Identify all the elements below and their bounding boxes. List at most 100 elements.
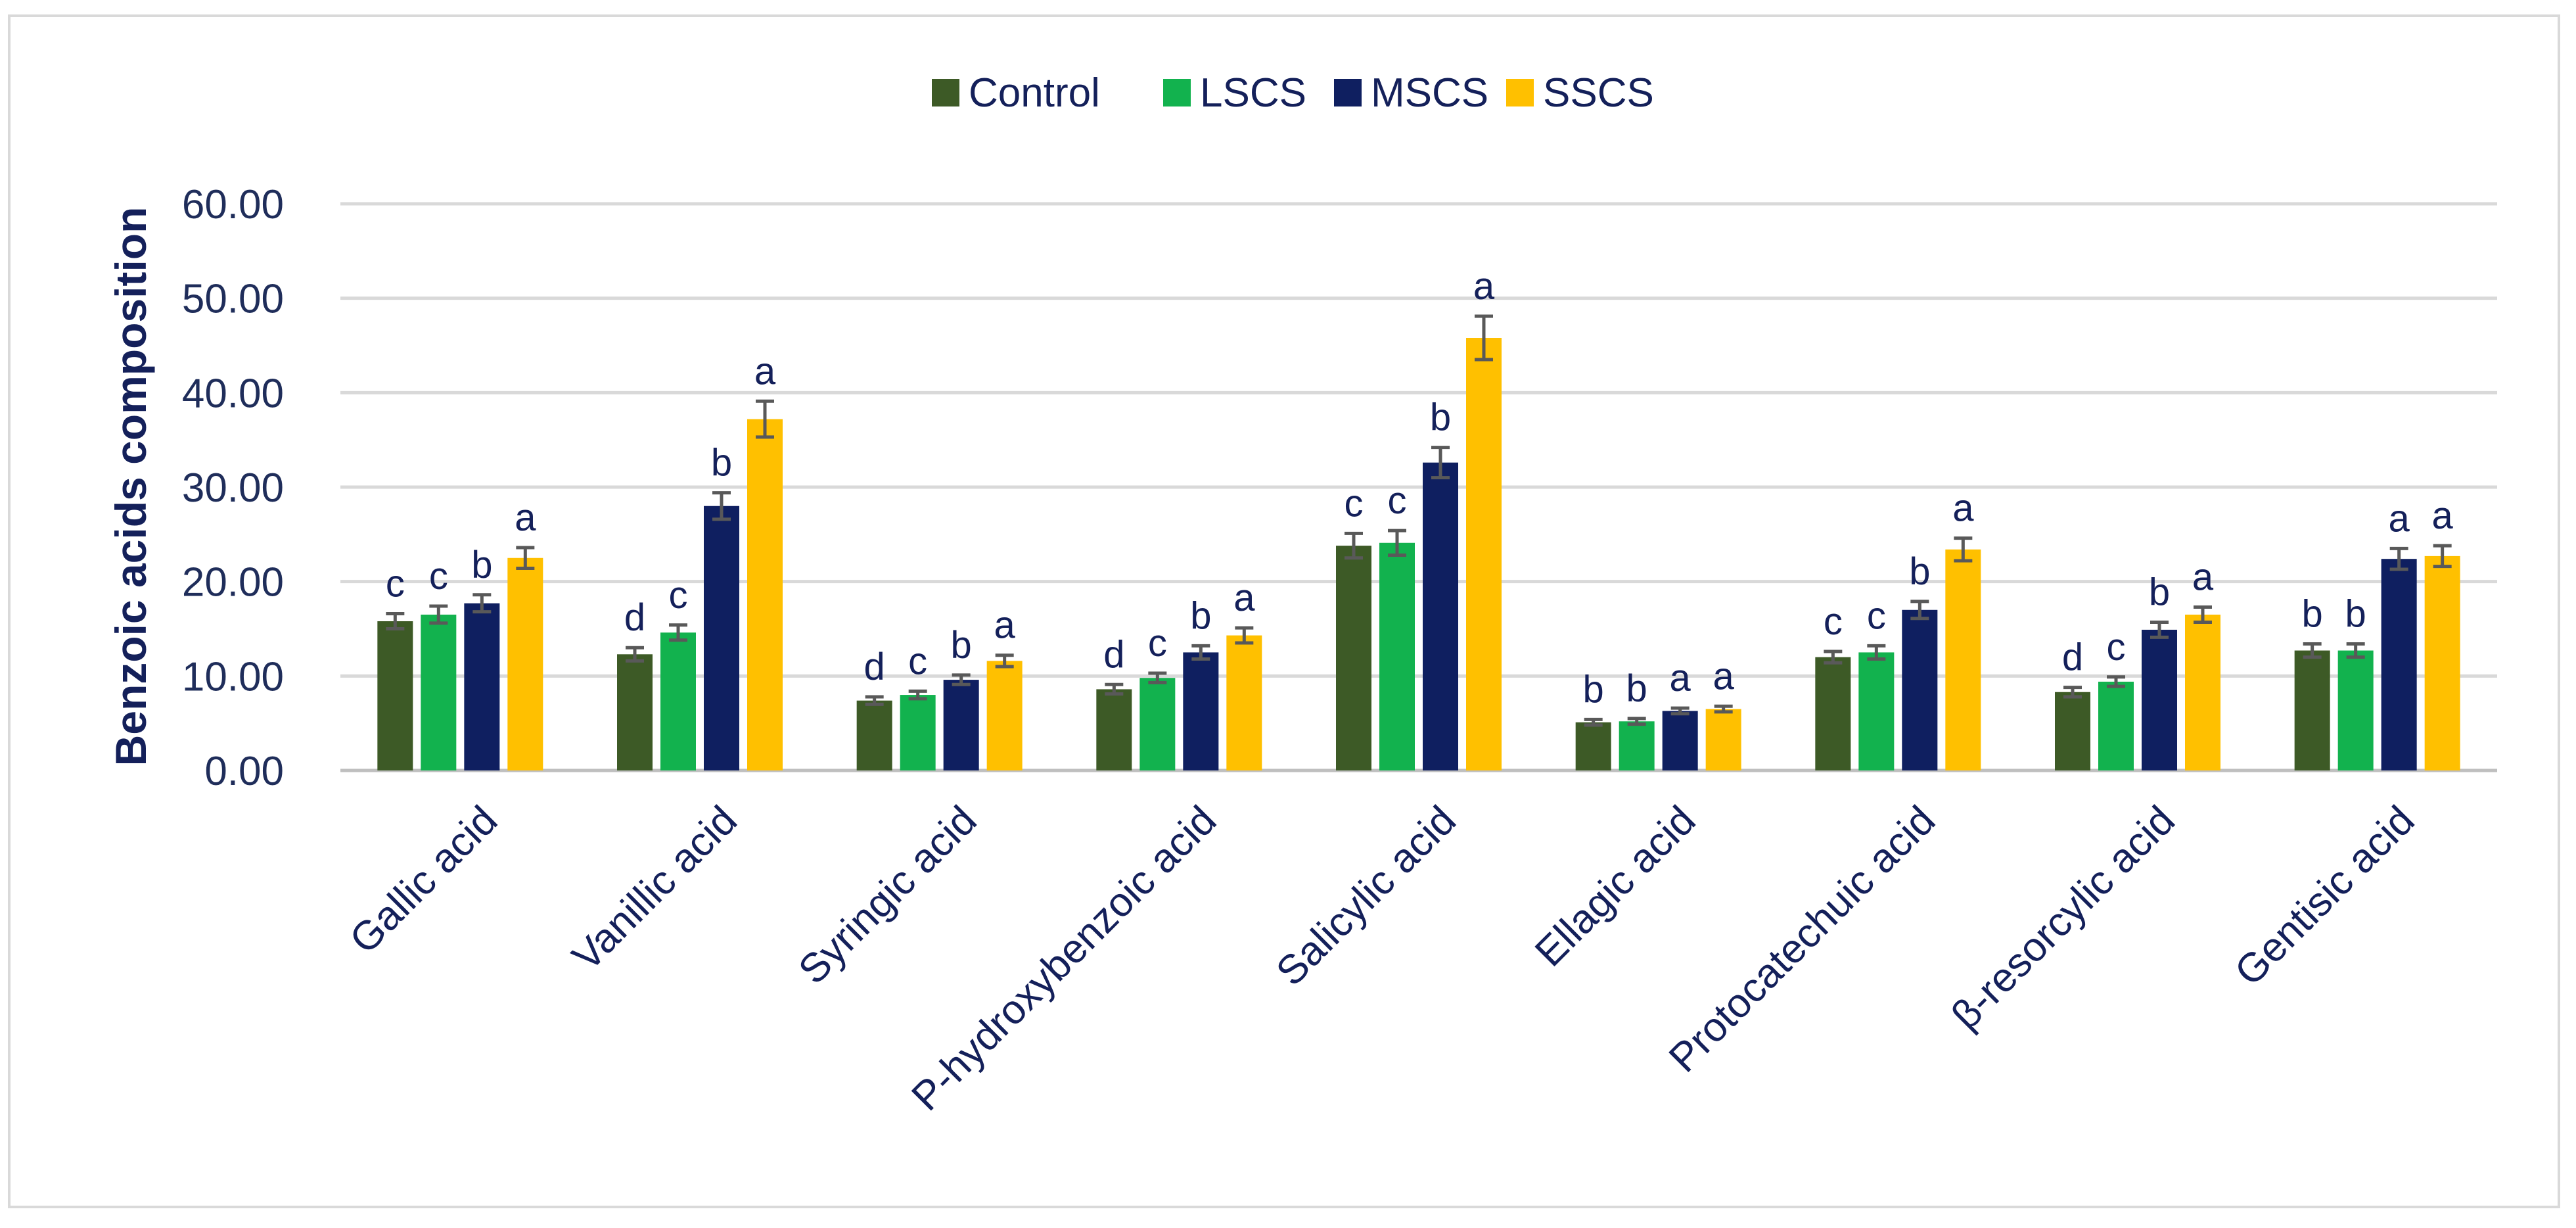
- bar: [1139, 678, 1176, 770]
- category-label: Vanillic acid: [564, 797, 746, 980]
- y-tick-label: 40.00: [182, 371, 284, 416]
- bar: [1945, 549, 1981, 770]
- bar: [1466, 338, 1502, 770]
- significance-letter: b: [1626, 667, 1647, 710]
- significance-letter: b: [2149, 571, 2170, 613]
- category-label: Ellagic acid: [1527, 797, 1705, 976]
- y-axis-ticks: 0.00 10.00 20.00 30.00 40.00 50.00 60.00: [182, 182, 284, 794]
- legend-swatch: [932, 79, 959, 106]
- bar: [2185, 614, 2220, 770]
- significance-letter: b: [2345, 592, 2366, 635]
- bar: [464, 603, 500, 770]
- legend-swatch: [1334, 79, 1362, 106]
- significance-letter: c: [1345, 482, 1364, 525]
- bar: [2294, 650, 2330, 770]
- bar: [617, 654, 653, 770]
- significance-letter: a: [2389, 497, 2410, 540]
- bar: [1662, 711, 1698, 770]
- bar: [1575, 722, 1611, 770]
- significance-letter: a: [1233, 577, 1255, 619]
- chart-frame: [8, 14, 2560, 1208]
- bar: [2098, 681, 2134, 770]
- category-label: Syringic acid: [790, 797, 985, 993]
- bar: [943, 680, 979, 770]
- y-tick-label: 30.00: [182, 465, 284, 511]
- y-tick-label: 50.00: [182, 277, 284, 322]
- category-label: Protocatechuic acid: [1661, 797, 1944, 1081]
- significance-letter: a: [2432, 494, 2454, 537]
- significance-letter: d: [864, 646, 885, 688]
- bar: [1183, 652, 1219, 770]
- bar: [1902, 609, 1938, 770]
- legend-swatch: [1163, 79, 1191, 106]
- bar: [856, 700, 892, 770]
- bar: [1705, 709, 1741, 770]
- legend-label: LSCS: [1200, 70, 1306, 116]
- significance-letter: a: [754, 350, 776, 392]
- bar: [747, 419, 783, 770]
- bar: [1858, 652, 1895, 770]
- significance-letter: a: [1670, 657, 1691, 699]
- bar: [1096, 689, 1132, 770]
- legend-label: Control: [969, 70, 1100, 116]
- y-tick-label: 0.00: [204, 749, 284, 794]
- significance-letter: c: [1148, 622, 1167, 665]
- significance-letter: a: [1713, 655, 1735, 697]
- significance-letter: c: [1388, 479, 1407, 522]
- category-label: Salicylic acid: [1268, 797, 1465, 995]
- significance-letter: c: [429, 555, 448, 598]
- significance-letter: a: [515, 496, 536, 539]
- significance-letter: b: [471, 544, 492, 586]
- bar: [421, 614, 457, 770]
- bar: [377, 621, 413, 770]
- significance-letter: d: [1103, 633, 1124, 676]
- bar: [1619, 721, 1655, 770]
- bar: [2055, 692, 2090, 770]
- significance-letter: a: [2192, 555, 2214, 598]
- bar: [986, 661, 1023, 770]
- bar: [660, 632, 696, 770]
- significance-letter: b: [1583, 668, 1604, 711]
- significance-letter: c: [669, 574, 688, 617]
- gridlines: [340, 202, 2497, 772]
- significance-letter: b: [711, 442, 732, 484]
- significance-letter: d: [2062, 636, 2083, 679]
- bar: [2337, 650, 2374, 770]
- x-axis-categories: Gallic acid Vanillic acid Syringic acidP-h…: [341, 797, 2423, 1120]
- legend-label: SSCS: [1543, 70, 1654, 116]
- y-tick-label: 20.00: [182, 560, 284, 605]
- significance-letter: c: [386, 563, 405, 605]
- bar: [2381, 559, 2417, 770]
- bar: [507, 557, 543, 770]
- bar: [900, 695, 936, 770]
- legend: Control LSCS MSCS SSCS: [932, 70, 1654, 116]
- significance-letter: c: [1824, 600, 1843, 643]
- significance-letter: a: [1473, 265, 1495, 308]
- y-tick-label: 60.00: [182, 182, 284, 227]
- bar: [1336, 546, 1371, 770]
- significance-letter: b: [1909, 550, 1930, 593]
- significance-letter: a: [994, 604, 1016, 647]
- significance-letter: b: [2302, 592, 2323, 635]
- legend-swatch: [1506, 79, 1534, 106]
- bar: [1815, 657, 1851, 770]
- y-tick-label: 10.00: [182, 654, 284, 699]
- bar: [1226, 635, 1262, 770]
- bar: [704, 506, 739, 770]
- category-label: Gallic acid: [341, 797, 506, 962]
- legend-label: MSCS: [1371, 70, 1488, 116]
- category-label: β-resorcylic acid: [1943, 797, 2184, 1038]
- significance-letter: c: [908, 640, 927, 682]
- y-axis-title: Benzoic acids composition: [106, 207, 155, 767]
- significance-letter: c: [2107, 626, 2126, 669]
- bar: [2424, 555, 2460, 770]
- bar: [1379, 542, 1415, 770]
- category-label: Gentisic acid: [2226, 797, 2424, 995]
- bar: [1423, 462, 1458, 770]
- significance-letter: a: [1952, 487, 1974, 530]
- significance-letter: d: [624, 596, 645, 639]
- bar: [2142, 629, 2177, 770]
- significance-letter: b: [1190, 594, 1211, 637]
